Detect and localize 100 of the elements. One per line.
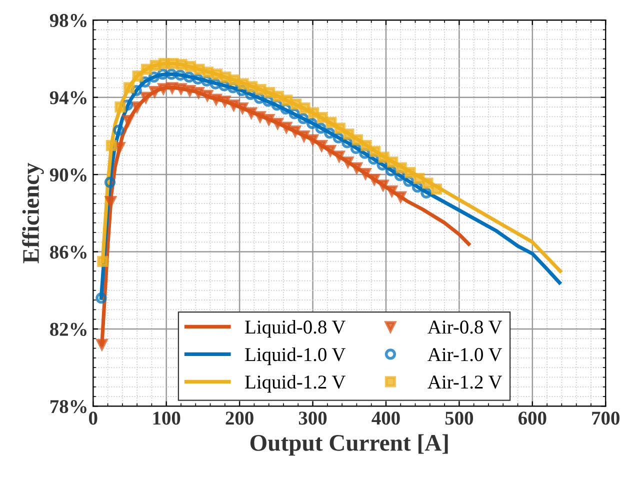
point (157, 68, 168, 80)
point (183, 72, 195, 83)
point (326, 116, 337, 128)
point (334, 122, 346, 134)
point (395, 191, 406, 202)
point (113, 124, 124, 136)
point (378, 180, 389, 191)
point (192, 73, 204, 85)
point (264, 86, 276, 98)
x-tick-label: 400 (372, 412, 400, 425)
point (412, 182, 424, 193)
point (122, 114, 134, 126)
point (254, 111, 266, 122)
point (210, 78, 221, 90)
point (360, 168, 372, 180)
point (359, 148, 370, 159)
point (386, 165, 397, 176)
point (271, 100, 282, 111)
point (307, 134, 318, 146)
point (176, 58, 188, 70)
point (219, 96, 230, 107)
point (255, 84, 266, 96)
point (342, 156, 354, 168)
point (308, 107, 320, 118)
point (254, 92, 265, 104)
point (343, 128, 354, 140)
y-axis-title: Efficiency (22, 162, 44, 264)
point (351, 162, 362, 174)
point (298, 113, 309, 124)
y-tick-label: 86% (50, 246, 86, 259)
point (218, 80, 230, 92)
point (369, 146, 381, 157)
point (166, 68, 178, 80)
x-tick-label: 700 (592, 412, 620, 425)
legend-label: Liquid-1.2 V (245, 374, 346, 393)
point (130, 85, 142, 96)
point (420, 187, 432, 198)
point (194, 64, 205, 75)
legend-label: Liquid-1.0 V (245, 347, 346, 366)
point (299, 102, 310, 114)
point (97, 256, 108, 267)
point (166, 82, 178, 94)
point (368, 154, 380, 165)
point (132, 70, 144, 82)
point (193, 86, 204, 98)
point (316, 112, 328, 124)
point (140, 92, 152, 103)
point (422, 178, 434, 189)
point (104, 176, 116, 188)
point (288, 108, 300, 120)
point (352, 134, 363, 146)
point (202, 66, 214, 78)
point (114, 101, 126, 113)
y-tick-label: 82% (50, 322, 86, 336)
point (148, 72, 160, 83)
legend-label: Air-1.0 V (428, 348, 502, 362)
point (360, 140, 372, 152)
point (141, 64, 152, 75)
point (378, 152, 390, 163)
point (220, 72, 232, 83)
point (122, 100, 134, 111)
point (282, 94, 293, 106)
point (262, 96, 274, 107)
y-tick-label: 90% (50, 168, 86, 182)
point (396, 162, 407, 174)
point (140, 76, 151, 88)
point (184, 85, 196, 96)
point (350, 142, 362, 154)
point (280, 122, 292, 133)
point (236, 102, 248, 114)
point (280, 103, 292, 114)
point (244, 88, 256, 100)
point (96, 292, 107, 304)
point (105, 196, 116, 208)
point (236, 85, 248, 96)
point (228, 100, 240, 111)
point (332, 132, 344, 144)
legend-label: Air-1.2 V (428, 376, 502, 389)
point (404, 167, 416, 178)
point (149, 86, 160, 98)
x-axis-title: Output Current [A] (250, 434, 448, 456)
point (386, 185, 398, 197)
point (394, 170, 406, 182)
x-tick-label: 200 (226, 412, 254, 425)
point (430, 183, 442, 195)
point (387, 156, 398, 168)
y-tick-label: 78% (50, 400, 86, 414)
point (263, 114, 274, 126)
x-tick-label: 0 (89, 412, 98, 425)
point (106, 140, 117, 152)
legend-label: Air-0.8 V (428, 320, 502, 334)
point (131, 101, 143, 113)
point (201, 75, 212, 86)
point (324, 127, 336, 139)
point (238, 78, 249, 90)
point (158, 83, 169, 94)
point (403, 176, 414, 187)
point (342, 137, 353, 148)
point (246, 81, 258, 92)
legend-label: Liquid-0.8 V (245, 320, 346, 338)
